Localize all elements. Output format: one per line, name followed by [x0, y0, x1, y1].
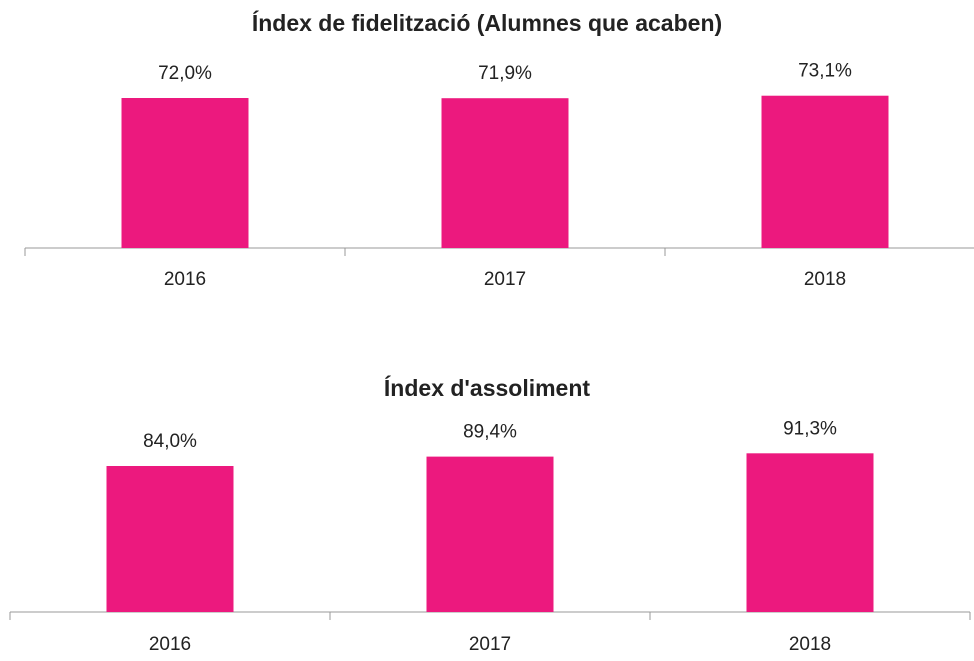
chart-title: Índex de fidelització (Alumnes que acabe… [252, 9, 722, 36]
bar [761, 95, 889, 248]
data-label: 84,0% [143, 431, 197, 452]
data-label: 71,9% [478, 63, 532, 84]
data-label: 73,1% [798, 61, 852, 82]
x-tick-label: 2016 [149, 634, 191, 655]
x-tick-label: 2018 [804, 269, 846, 290]
bar [121, 98, 249, 248]
data-label: 72,0% [158, 63, 212, 84]
data-label: 89,4% [463, 422, 517, 443]
bar [426, 456, 554, 612]
bar [441, 98, 569, 248]
x-tick-label: 2017 [469, 634, 511, 655]
data-label: 91,3% [783, 418, 837, 439]
x-tick-label: 2018 [789, 634, 831, 655]
x-tick-label: 2017 [484, 269, 526, 290]
x-tick-label: 2016 [164, 269, 206, 290]
chart-title: Índex d'assoliment [384, 374, 590, 401]
bar [746, 453, 874, 612]
bar [106, 466, 234, 612]
